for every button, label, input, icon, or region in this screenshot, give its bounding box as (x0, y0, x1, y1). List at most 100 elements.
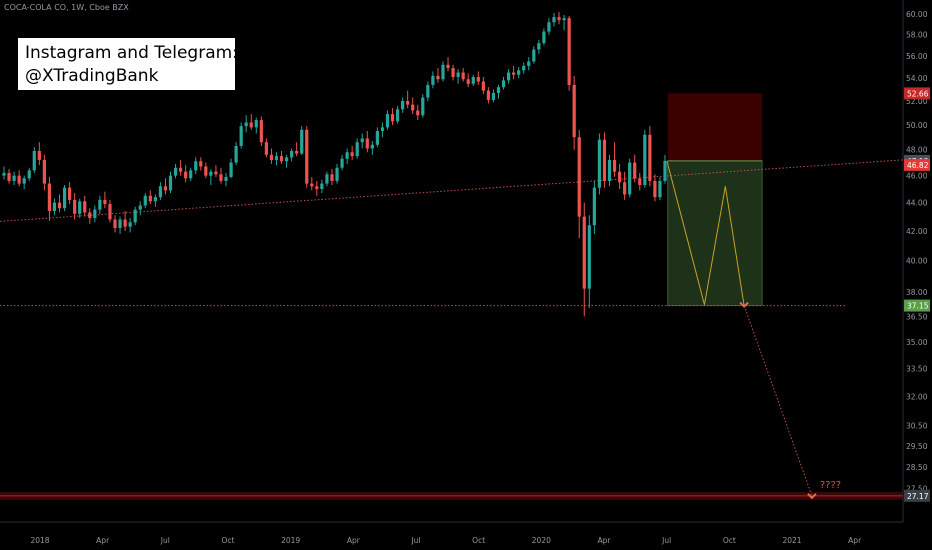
candle (163, 178, 168, 195)
candle-body (486, 90, 490, 100)
candle-body (350, 152, 354, 157)
candle (638, 172, 642, 191)
candle-body (557, 17, 561, 21)
candle-body (522, 65, 526, 71)
candle-body (345, 152, 349, 159)
candle (143, 193, 147, 209)
candle (380, 122, 385, 138)
price-tick-label: 27.50 (906, 484, 928, 493)
price-label-box (904, 158, 930, 171)
candle-body (78, 201, 82, 214)
candle (426, 81, 430, 102)
time-tick-label: Jul (410, 536, 420, 545)
candle (436, 68, 440, 83)
candle (315, 180, 319, 196)
candle-body (446, 64, 450, 69)
candle-body (143, 195, 147, 206)
candle-body (83, 201, 87, 213)
candle-body (73, 199, 77, 214)
time-tick-label: 2018 (30, 536, 49, 545)
candle (512, 65, 516, 80)
price-tick-label: 30.50 (906, 422, 928, 431)
candle (219, 167, 223, 184)
candle (47, 176, 52, 221)
candle (148, 190, 152, 205)
candle (284, 154, 289, 168)
price-tick-label: 50.00 (906, 121, 928, 130)
candle-body (456, 72, 460, 77)
candle (234, 142, 238, 166)
candle-body (123, 219, 127, 227)
candle-body (335, 167, 339, 181)
candle-body (153, 197, 157, 202)
candle (62, 184, 67, 212)
candle (370, 140, 374, 155)
candle (22, 175, 26, 189)
candle (12, 171, 16, 185)
candle-body (98, 199, 102, 210)
candle-body (537, 43, 541, 50)
candle (360, 133, 364, 149)
candle-body (22, 178, 26, 184)
time-tick-label: Jul (160, 536, 170, 545)
candle (173, 163, 178, 179)
candle-body (199, 161, 203, 167)
candle-body (643, 134, 647, 185)
candle (562, 15, 566, 31)
candle-body (249, 122, 253, 128)
promo-line-1: Instagram and Telegram: (25, 43, 238, 63)
candle (597, 133, 602, 195)
candle (83, 195, 87, 217)
price-tick-label: 46.00 (906, 172, 928, 181)
candle-body (284, 157, 289, 162)
candle (67, 182, 72, 205)
candle (411, 97, 415, 115)
price-tick-label: 54.00 (906, 74, 928, 83)
candle (118, 216, 122, 234)
candle (547, 18, 551, 35)
candle (269, 148, 274, 164)
candle-body (375, 131, 379, 145)
candle-body (67, 187, 72, 200)
price-tick-label: 32.00 (906, 392, 928, 401)
candle (390, 108, 395, 125)
candle (471, 74, 475, 87)
candle-body (461, 72, 465, 80)
candle-body (390, 114, 395, 122)
candle (274, 152, 279, 166)
candle-body (340, 158, 344, 168)
candle-body (32, 151, 36, 171)
price-tick-label: 40.00 (906, 257, 928, 266)
candle (496, 84, 501, 99)
candle-body (416, 110, 420, 116)
candle (466, 73, 470, 88)
candle-body (12, 175, 16, 181)
price-label-last: 46.82 (904, 158, 930, 171)
candle (305, 126, 309, 188)
candle-body (88, 212, 92, 219)
candle-body (310, 183, 314, 187)
candle (416, 104, 420, 121)
candle-body (133, 209, 137, 223)
candle-body (617, 171, 622, 183)
candle (204, 162, 208, 179)
price-label-box (904, 489, 930, 502)
candle-body (7, 172, 11, 181)
candle-body (592, 187, 596, 226)
candle-body (93, 209, 97, 219)
candle (295, 142, 299, 157)
candle (522, 62, 526, 74)
candle (501, 76, 506, 90)
price-label-stop: 52.66 (904, 87, 930, 100)
price-tick-label: 56.00 (906, 52, 928, 61)
candle-body (229, 162, 233, 177)
candle-body (269, 154, 274, 160)
candle-body (27, 170, 31, 179)
projection-drop (743, 305, 813, 496)
candle-body (638, 178, 642, 185)
candle (663, 154, 667, 184)
candle (602, 132, 607, 188)
candle (254, 117, 258, 134)
